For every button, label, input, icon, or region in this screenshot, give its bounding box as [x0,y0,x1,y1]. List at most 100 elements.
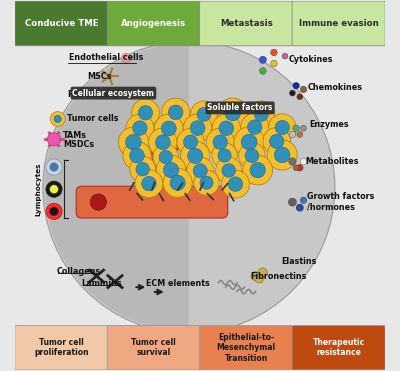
Text: Therapeutic
resistance: Therapeutic resistance [312,338,365,358]
Text: Growth factors
/hormones: Growth factors /hormones [307,193,374,212]
Text: Collagens: Collagens [57,267,101,276]
FancyBboxPatch shape [292,1,385,46]
FancyBboxPatch shape [292,326,385,370]
Circle shape [54,115,61,123]
Circle shape [222,164,236,177]
Circle shape [270,49,277,56]
Circle shape [184,135,198,149]
Circle shape [296,164,303,171]
Circle shape [267,140,297,170]
Wedge shape [45,43,189,332]
Circle shape [248,101,275,128]
Circle shape [251,272,260,280]
Text: Lymphocytes: Lymphocytes [35,162,41,216]
Circle shape [270,60,277,67]
Circle shape [43,41,335,334]
Circle shape [297,94,303,100]
Text: Fibroblasts: Fibroblasts [67,91,118,99]
Polygon shape [70,91,94,95]
Circle shape [258,268,267,277]
Circle shape [161,121,176,136]
Circle shape [148,128,177,157]
Circle shape [270,134,284,148]
Circle shape [275,120,290,135]
Circle shape [130,148,144,163]
Text: Elastins: Elastins [281,257,317,266]
Circle shape [200,176,213,189]
Circle shape [162,98,190,127]
Circle shape [213,135,228,150]
Circle shape [216,157,242,184]
Circle shape [250,162,266,178]
Circle shape [46,203,62,220]
Text: Laminins: Laminins [82,279,122,288]
Circle shape [289,131,296,138]
Text: MSCs: MSCs [87,72,112,81]
Circle shape [187,157,214,184]
Circle shape [218,98,248,128]
Circle shape [248,120,262,134]
Circle shape [300,197,307,204]
Text: Chemokines: Chemokines [307,83,362,92]
Circle shape [138,106,153,120]
Circle shape [222,170,250,198]
Text: Metastasis: Metastasis [220,19,272,28]
Circle shape [118,127,148,157]
Circle shape [50,207,58,216]
Circle shape [282,53,288,59]
Text: Endothelial cells: Endothelial cells [69,53,143,62]
Circle shape [243,155,272,185]
Circle shape [50,112,65,127]
Circle shape [156,135,170,150]
Circle shape [184,114,212,142]
Circle shape [47,133,61,146]
Circle shape [132,99,159,127]
Text: Conducive TME: Conducive TME [25,19,98,28]
Circle shape [156,155,186,185]
Circle shape [259,56,266,63]
Circle shape [170,175,185,190]
Circle shape [289,158,296,165]
Circle shape [288,198,296,206]
Circle shape [241,113,269,141]
Text: MSDCs: MSDCs [63,140,94,150]
Circle shape [296,204,304,211]
Circle shape [50,185,58,194]
Circle shape [188,148,203,164]
Text: Fibronectins: Fibronectins [250,272,306,280]
Circle shape [46,159,62,175]
Circle shape [130,156,156,182]
Text: Soluble factors: Soluble factors [207,104,273,112]
Circle shape [190,121,205,135]
Circle shape [135,170,163,197]
Circle shape [293,125,300,132]
Text: Cytokines: Cytokines [289,55,333,64]
Circle shape [194,170,219,196]
Circle shape [300,158,307,165]
Text: Epithelial-to-
Mesenchymal
Transition: Epithelial-to- Mesenchymal Transition [217,333,276,363]
Circle shape [290,90,295,96]
Circle shape [177,128,204,155]
Text: Cellular ecosystem: Cellular ecosystem [72,89,154,98]
Circle shape [122,53,130,62]
Circle shape [193,164,207,178]
Circle shape [133,121,147,135]
FancyBboxPatch shape [107,1,200,46]
Circle shape [300,86,307,93]
Circle shape [50,162,58,171]
Circle shape [218,149,231,162]
Circle shape [153,144,179,170]
Circle shape [225,105,240,121]
Text: TAMs: TAMs [63,131,87,140]
Circle shape [123,141,151,170]
FancyBboxPatch shape [200,1,293,46]
Circle shape [197,108,211,121]
Circle shape [269,114,296,141]
Circle shape [90,194,106,210]
FancyBboxPatch shape [200,326,293,370]
Circle shape [154,114,183,143]
Circle shape [241,134,257,150]
Text: Angiogenesis: Angiogenesis [121,19,186,28]
Circle shape [274,147,290,163]
Circle shape [126,134,141,150]
